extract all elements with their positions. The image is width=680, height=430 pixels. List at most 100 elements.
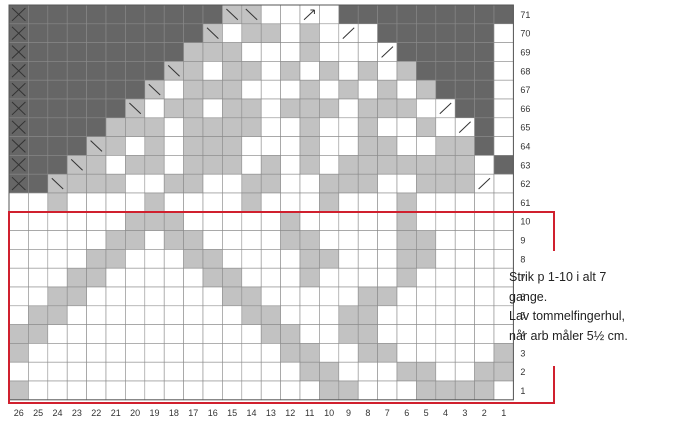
chart-cell (183, 42, 204, 62)
chart-cell (396, 117, 417, 137)
chart-cell (454, 249, 475, 269)
chart-cell (299, 192, 320, 213)
chart-cell (241, 380, 262, 401)
chart-cell (454, 61, 475, 81)
chart-cell (319, 286, 340, 307)
chart-cell (338, 42, 359, 62)
chart-cell (474, 136, 495, 156)
chart-cell (47, 343, 68, 363)
decrease-mark (226, 8, 239, 21)
no-stitch-mark (11, 120, 26, 134)
chart-cell (396, 211, 417, 231)
chart-cell (396, 61, 417, 81)
chart-cell (86, 380, 107, 401)
chart-cell (474, 267, 495, 288)
chart-cell (28, 249, 49, 269)
chart-cell (280, 98, 301, 119)
decrease-mark (206, 27, 219, 39)
column-number: 17 (188, 408, 198, 418)
column-number: 26 (14, 408, 24, 418)
no-stitch-mark (11, 158, 26, 172)
chart-cell (66, 249, 87, 269)
chart-cell (125, 380, 146, 401)
chart-cell (86, 98, 107, 119)
chart-cell (144, 286, 165, 307)
chart-cell (260, 230, 281, 250)
chart-cell (183, 155, 204, 175)
column-number: 24 (52, 408, 62, 418)
chart-cell (125, 361, 146, 382)
chart-cell (202, 249, 223, 269)
chart-cell (416, 192, 437, 213)
chart-cell (86, 324, 107, 344)
chart-cell (66, 361, 87, 382)
chart-cell (454, 324, 475, 344)
chart-cell (47, 361, 68, 382)
chart-cell (144, 361, 165, 382)
chart-cell (338, 136, 359, 156)
chart-cell (28, 343, 49, 363)
chart-cell (241, 211, 262, 231)
chart-cell (377, 192, 398, 213)
chart-cell (260, 79, 281, 100)
chart-cell (105, 230, 126, 250)
chart-cell (202, 192, 223, 213)
chart-cell (416, 286, 437, 307)
chart-cell (163, 267, 184, 288)
chart-cell (338, 361, 359, 382)
chart-cell (357, 324, 378, 344)
chart-cell (357, 343, 378, 363)
chart-cell (47, 267, 68, 288)
row-number: 1 (520, 386, 525, 396)
chart-cell (416, 305, 437, 325)
chart-cell (163, 79, 184, 100)
row-number: 2 (520, 367, 525, 377)
chart-cell (454, 79, 475, 100)
instruction-line: når arb måler 5½ cm. (509, 328, 628, 343)
chart-cell (299, 173, 320, 194)
no-stitch-mark (11, 101, 26, 116)
column-number: 3 (462, 408, 467, 418)
chart-cell (377, 155, 398, 175)
chart-cell (435, 324, 456, 344)
chart-cell (125, 23, 146, 43)
chart-cell (493, 230, 514, 250)
chart-cell (125, 324, 146, 344)
chart-cell (144, 380, 165, 401)
repeat-box-right-lower-line (553, 366, 555, 404)
chart-cell (280, 324, 301, 344)
chart-cell (416, 173, 437, 194)
chart-cell (125, 61, 146, 81)
chart-cell (454, 286, 475, 307)
chart-cell (416, 117, 437, 137)
chart-cell (493, 211, 514, 231)
chart-cell (299, 230, 320, 250)
chart-cell (260, 380, 281, 401)
chart-cell (357, 286, 378, 307)
chart-cell (338, 249, 359, 269)
decrease-mark (342, 27, 355, 39)
column-number: 9 (346, 408, 351, 418)
chart-cell (66, 173, 87, 194)
chart-cell (86, 155, 107, 175)
chart-cell (28, 192, 49, 213)
chart-cell (105, 361, 126, 382)
chart-cell (66, 286, 87, 307)
column-number: 7 (385, 408, 390, 418)
chart-cell (183, 324, 204, 344)
chart-cell (222, 192, 243, 213)
chart-cell (396, 343, 417, 363)
chart-cell (377, 61, 398, 81)
chart-cell (435, 343, 456, 363)
no-stitch-mark (11, 45, 26, 59)
chart-cell (396, 267, 417, 288)
repeat-box-right-upper-line (553, 211, 555, 251)
chart-cell (319, 173, 340, 194)
chart-cell (105, 211, 126, 231)
chart-cell (125, 117, 146, 137)
chart-cell (319, 42, 340, 62)
decrease-mark (51, 177, 64, 190)
chart-cell (144, 343, 165, 363)
chart-cell (280, 267, 301, 288)
chart-cell (66, 23, 87, 43)
